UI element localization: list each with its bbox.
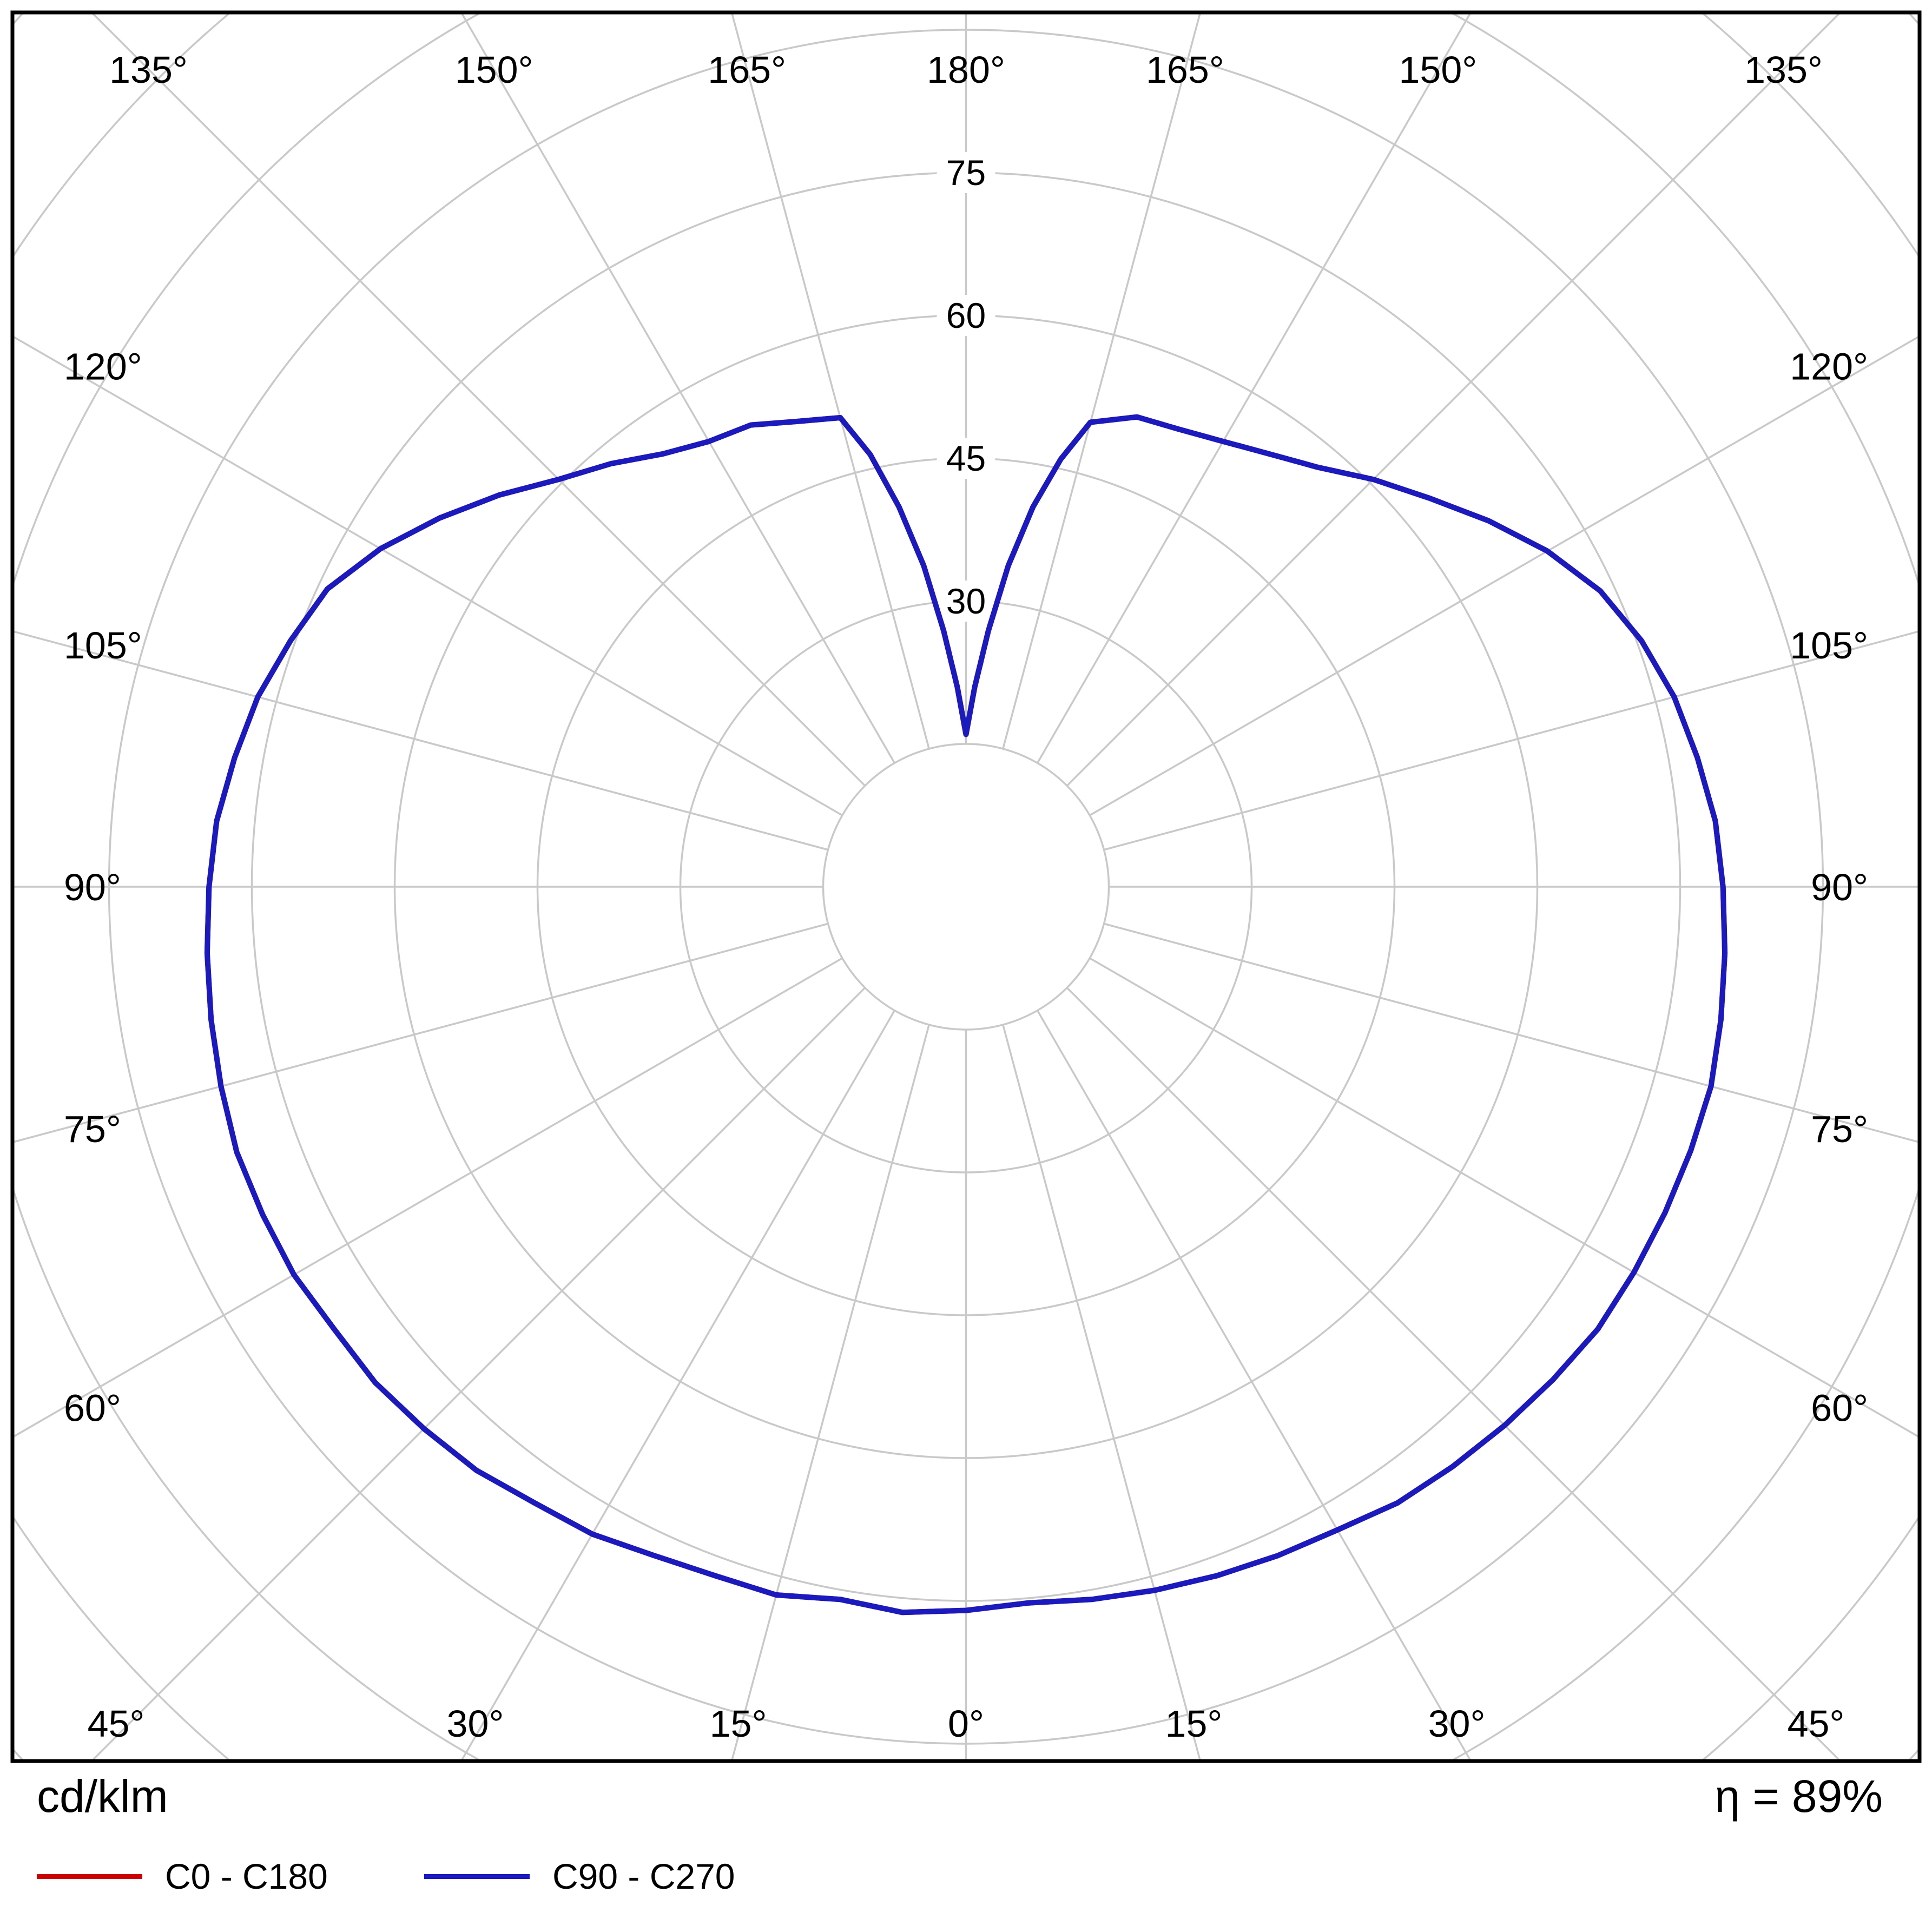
legend-item-c90-c270: C90 - C270 (424, 1855, 735, 1898)
legend-item-c0-c180: C0 - C180 (37, 1855, 328, 1898)
grid-ray-240 (12, 335, 843, 816)
angle-label-135-right: 135° (1744, 49, 1823, 91)
efficiency-label: η = 89% (1715, 1771, 1883, 1822)
grid-ray-75 (1104, 922, 1920, 1144)
angle-label-15-left: 15° (710, 1703, 767, 1745)
radial-tick-labels: 30 45 60 75 (937, 152, 995, 622)
grid-ray-120 (1089, 335, 1920, 816)
legend-label-c0-c180: C0 - C180 (165, 1856, 328, 1896)
angle-labels: 0° 15° 15° 30° 30° 45° 45° 60° 60° 75° 75° 90° 90° 10… (64, 49, 1868, 1745)
angle-label-45-right: 45° (1788, 1703, 1845, 1745)
grid-ray-225 (90, 12, 866, 787)
grid-ray-315 (90, 987, 866, 1761)
grid-ray-195 (730, 12, 930, 749)
grid-ray-255 (12, 630, 828, 851)
grid-ray-285 (12, 922, 828, 1144)
grid-ray-150 (1036, 12, 1472, 764)
angle-label-60-right: 60° (1811, 1387, 1868, 1429)
tick-label-bg (937, 438, 995, 479)
grid-ray-210 (460, 12, 896, 764)
legend-label-c90-c270: C90 - C270 (552, 1856, 735, 1896)
angle-label-105-left: 105° (64, 624, 142, 667)
angle-label-150-right: 150° (1399, 49, 1477, 91)
grid-ray-15 (1002, 1024, 1202, 1761)
grid-ray-30 (1036, 1010, 1472, 1761)
tick-label-bg (937, 295, 995, 336)
angle-label-105-right: 105° (1790, 624, 1868, 667)
grid-ray-60 (1089, 957, 1920, 1439)
angle-label-15-right: 15° (1165, 1703, 1223, 1745)
angle-label-75-right: 75° (1811, 1108, 1868, 1150)
angle-label-120-right: 120° (1790, 345, 1868, 387)
angle-label-180-right: 180° (927, 49, 1005, 91)
tick-label-bg (937, 581, 995, 622)
legend-swatch-c90-c270 (424, 1874, 530, 1879)
tick-label-bg (937, 152, 995, 193)
angle-label-165-left: 165° (708, 49, 786, 91)
legend-swatch-c0-c180 (37, 1874, 142, 1879)
grid-circle-15 (822, 743, 1110, 1031)
angle-label-120-left: 120° (64, 345, 142, 387)
grid-ray-165 (1002, 12, 1202, 749)
grid-ray-105 (1104, 630, 1920, 851)
radial-tick-label-45: 45 (946, 438, 986, 478)
angle-label-30-left: 30° (447, 1703, 504, 1745)
radial-tick-label-75: 75 (946, 153, 986, 193)
radial-tick-label-30: 30 (946, 581, 986, 621)
angle-label-165-right: 165° (1146, 49, 1224, 91)
curve-c90-c270 (204, 414, 1728, 1616)
unit-label: cd/klm (37, 1771, 168, 1822)
angle-label-0-right: 0° (948, 1703, 984, 1745)
angle-label-90-left: 90° (64, 866, 121, 908)
angle-label-60-left: 60° (64, 1387, 121, 1429)
grid-ray-330 (460, 1010, 896, 1761)
angle-label-150-left: 150° (455, 49, 533, 91)
angle-label-135-left: 135° (109, 49, 188, 91)
diagram-frame (10, 10, 1922, 1763)
grid-ray-135 (1066, 12, 1842, 787)
angle-label-45-left: 45° (88, 1703, 145, 1745)
grid-ray-345 (730, 1024, 930, 1761)
angle-label-75-left: 75° (64, 1108, 121, 1150)
angle-label-90-right: 90° (1811, 866, 1868, 908)
radial-tick-label-60: 60 (946, 295, 986, 335)
grid-ray-45 (1066, 987, 1842, 1761)
grid-ray-300 (12, 957, 843, 1439)
angle-label-30-right: 30° (1428, 1703, 1486, 1745)
